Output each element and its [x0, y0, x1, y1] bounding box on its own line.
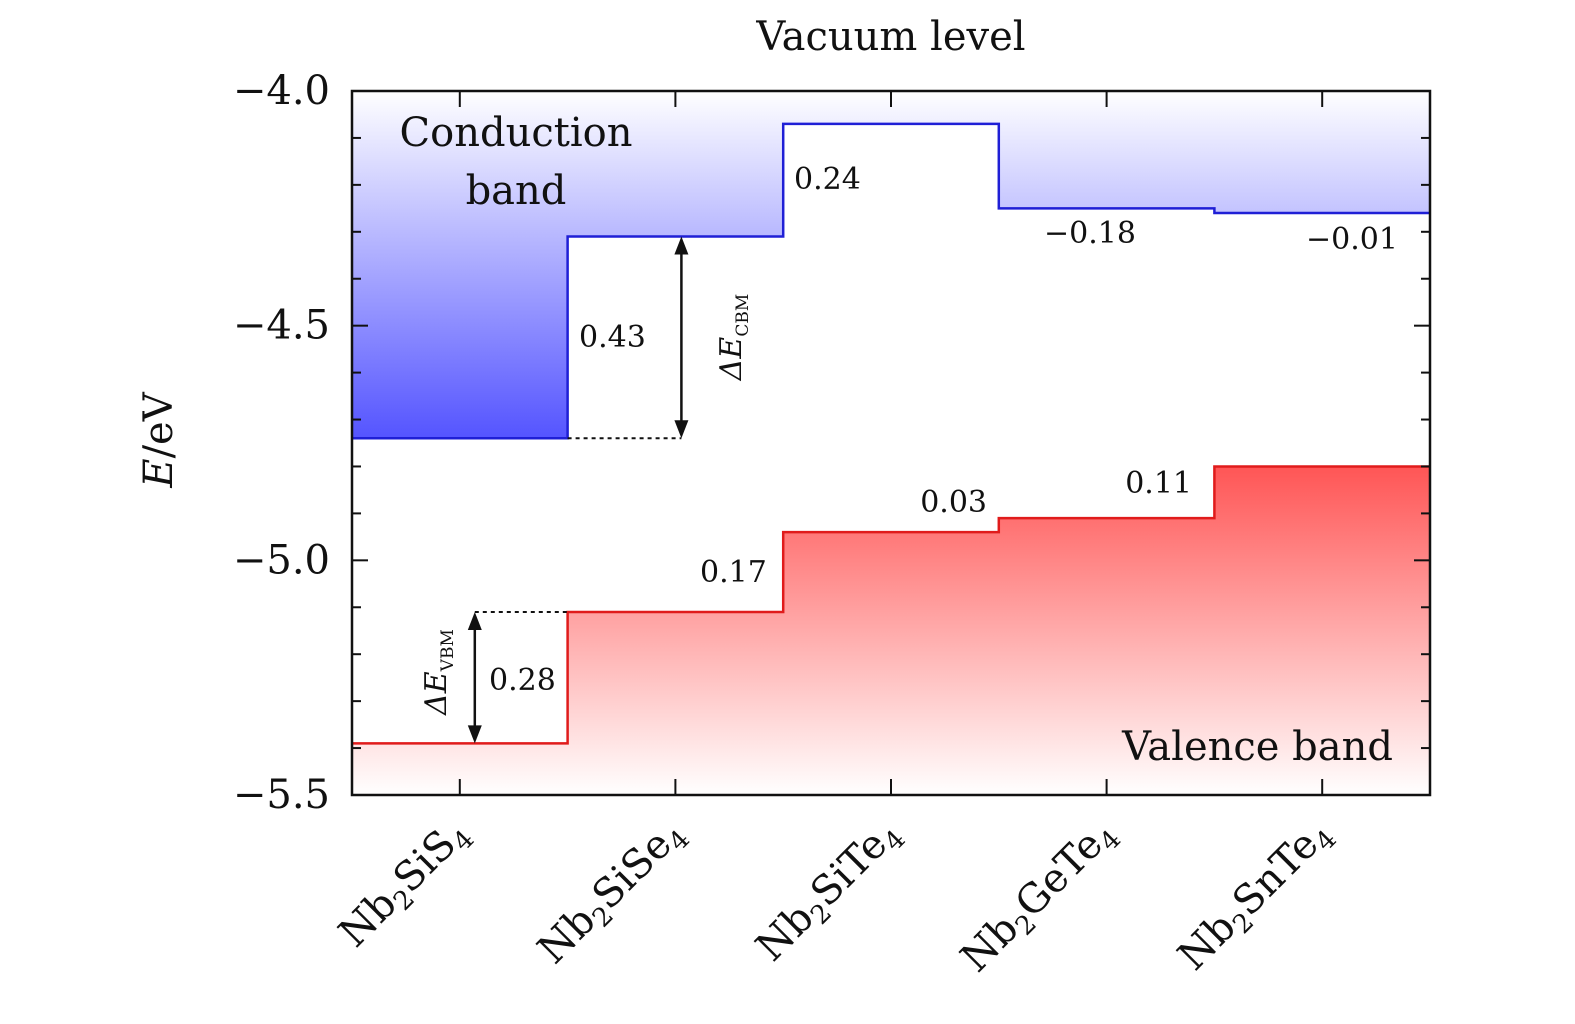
conduction-band-label-line1: Conduction: [400, 110, 633, 156]
delta-e-vbm-label: ΔEVBM: [419, 629, 458, 716]
valence-band-label: Valence band: [1121, 724, 1393, 770]
x-category-label: Nb2​SiSe4​: [529, 810, 696, 977]
conduction-offset-label: −0.01: [1306, 222, 1398, 257]
conduction-band-label-line2: band: [466, 168, 567, 214]
conduction-band-edge-line: [352, 122, 1430, 440]
x-category-label: Nb2​GeTe4​: [952, 810, 1127, 985]
delta-e-cbm-main: ΔE: [714, 337, 749, 382]
valence-band-edge-line: [352, 465, 1430, 745]
x-category-label: Nb2​SiS4​: [330, 810, 480, 960]
valence-band-fill: [352, 466, 1430, 795]
delta-e-vbm-main: ΔE: [419, 671, 454, 716]
cbm-arrow-head-up: [674, 236, 689, 255]
valence-offset-label: 0.03: [920, 485, 987, 520]
svg-text:ΔECBM: ΔECBM: [714, 294, 753, 382]
x-category-label: Nb2​SnTe4​: [1169, 810, 1342, 983]
y-tick-label: −4.0: [233, 68, 330, 114]
y-tick-label: −4.5: [233, 303, 330, 349]
plot-frame: [350, 89, 1432, 797]
conduction-offset-label: −0.18: [1044, 216, 1136, 251]
delta-e-cbm-label: ΔECBM: [714, 294, 753, 382]
delta-e-vbm-sub: VBM: [438, 629, 458, 672]
valence-offset-label: 0.28: [489, 663, 556, 698]
cbm-arrow-head-down: [674, 420, 689, 439]
valence-offset-label: 0.17: [700, 555, 767, 590]
chart-title: Vacuum level: [755, 14, 1025, 60]
conduction-offset-label: 0.24: [794, 162, 861, 197]
y-tick-label: −5.5: [233, 772, 330, 818]
y-axis-label: E/eV: [136, 391, 182, 488]
x-category-label: Nb2​SiTe4​: [747, 810, 911, 974]
delta-e-cbm-sub: CBM: [733, 294, 753, 337]
conduction-offset-label: 0.43: [579, 320, 646, 355]
conduction-band-fill: [352, 91, 1430, 439]
vbm-arrow-head-down: [467, 725, 482, 744]
y-tick-label: −5.0: [233, 537, 330, 583]
valence-offset-label: 0.11: [1125, 466, 1192, 501]
svg-text:ΔEVBM: ΔEVBM: [419, 629, 458, 716]
vbm-arrow-head-up: [467, 611, 482, 630]
